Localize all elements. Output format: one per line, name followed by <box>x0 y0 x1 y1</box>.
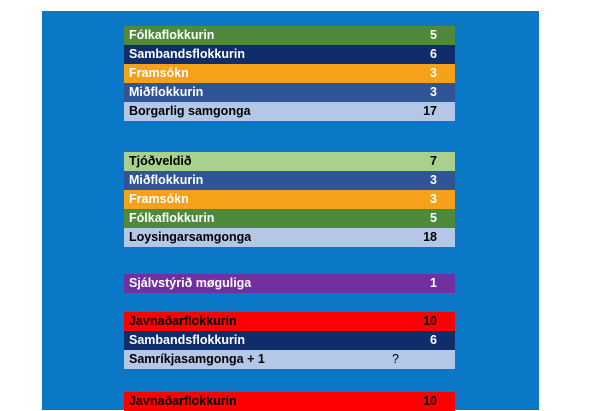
unknown-marker: ? <box>392 352 399 366</box>
seat-count: 3 <box>430 192 437 206</box>
table-row: Framsókn 3 <box>124 190 455 209</box>
table-row: Sjálvstýrið møguliga 1 <box>124 274 455 293</box>
table-row: Javnaðarflokkurin 10 <box>124 312 455 331</box>
coalition-total: 17 <box>423 104 437 118</box>
table-row: Tjóðveldið 7 <box>124 152 455 171</box>
party-label: Miðflokkurin <box>129 173 204 187</box>
table-row: Miðflokkurin 3 <box>124 83 455 102</box>
seat-count: 3 <box>430 66 437 80</box>
table-row: Javnaðarflokkurin 10 <box>124 392 455 411</box>
coalition-total-row: Loysingarsamgonga 18 <box>124 228 455 247</box>
coalition-label: Loysingarsamgonga <box>129 230 252 244</box>
seat-count: 10 <box>423 314 437 328</box>
table-row: Sambandsflokkurin 6 <box>124 45 455 64</box>
table-row: Fólkaflokkurin 5 <box>124 209 455 228</box>
table-row: Fólkaflokkurin 5 <box>124 26 455 45</box>
coalition-label: Samríkjasamgonga + 1 <box>129 352 265 366</box>
party-label: Sambandsflokkurin <box>129 333 245 347</box>
table-row: Framsókn 3 <box>124 64 455 83</box>
seat-count: 6 <box>430 47 437 61</box>
coalition-label: Borgarlig samgonga <box>129 104 251 118</box>
seat-count: 3 <box>430 85 437 99</box>
seat-count: 5 <box>430 211 437 225</box>
party-label: Javnaðarflokkurin <box>129 394 237 408</box>
coalition-total: 18 <box>423 230 437 244</box>
coalition-total-row: Samríkjasamgonga + 1 ? <box>124 350 455 369</box>
party-label: Javnaðarflokkurin <box>129 314 237 328</box>
party-label: Fólkaflokkurin <box>129 211 215 225</box>
seat-count: 10 <box>423 394 437 408</box>
table-row: Sambandsflokkurin 6 <box>124 331 455 350</box>
table-row: Miðflokkurin 3 <box>124 171 455 190</box>
seat-count: 1 <box>430 276 437 290</box>
coalition-total-row: Borgarlig samgonga 17 <box>124 102 455 121</box>
seat-count: 6 <box>430 333 437 347</box>
party-label: Sambandsflokkurin <box>129 47 245 61</box>
party-label: Sjálvstýrið møguliga <box>129 276 252 290</box>
party-label: Framsókn <box>129 66 189 80</box>
seat-count: 5 <box>430 28 437 42</box>
seat-count: 3 <box>430 173 437 187</box>
party-label: Tjóðveldið <box>129 154 192 168</box>
seat-count: 7 <box>430 154 437 168</box>
party-label: Miðflokkurin <box>129 85 204 99</box>
party-label: Fólkaflokkurin <box>129 28 215 42</box>
party-label: Framsókn <box>129 192 189 206</box>
